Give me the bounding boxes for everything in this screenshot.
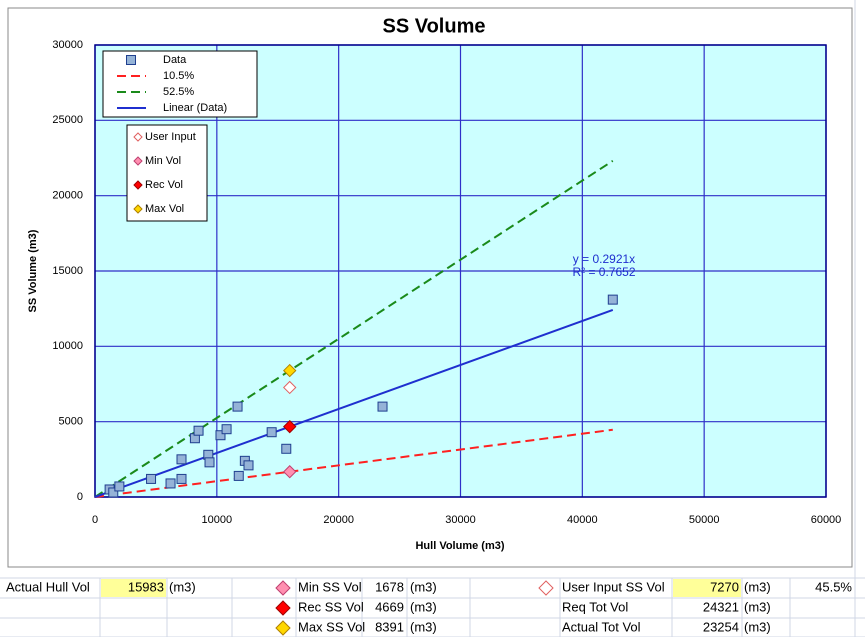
y-tick-label: 10000 (52, 340, 83, 352)
legend-label: Linear (Data) (163, 102, 227, 114)
y-tick-label: 20000 (52, 190, 83, 202)
y-tick-label: 5000 (59, 416, 83, 428)
legend-symbol (126, 55, 136, 65)
cell: Rec SS Vol (298, 599, 364, 614)
cell: 45.5% (815, 579, 852, 594)
cell: 15983 (128, 579, 164, 594)
legend-label: User Input (145, 131, 196, 143)
icon (275, 620, 291, 636)
data-point (204, 457, 215, 468)
data-point (281, 443, 292, 454)
icon (538, 580, 554, 596)
trend-line (94, 309, 614, 498)
y-tick-label: 25000 (52, 114, 83, 126)
plot-border (94, 44, 827, 498)
data-point (221, 424, 232, 435)
data-point (233, 470, 244, 481)
cell: 4669 (375, 599, 404, 614)
data-point (607, 294, 618, 305)
x-tick-label: 50000 (689, 514, 720, 526)
cell: 1678 (375, 579, 404, 594)
cell: Req Tot Vol (562, 599, 628, 614)
data-point (165, 478, 176, 489)
legend-symbol (133, 156, 143, 166)
cell: (m3) (744, 579, 771, 594)
volume-marker (283, 363, 297, 378)
cell: 23254 (703, 619, 739, 634)
x-tick-label: 0 (92, 514, 98, 526)
legend-label: Rec Vol (145, 179, 183, 191)
data-point (176, 454, 187, 465)
legend-label: Min Vol (145, 155, 181, 167)
cell: (m3) (169, 579, 196, 594)
cell: 8391 (375, 619, 404, 634)
volume-marker (283, 419, 297, 434)
x-tick-label: 10000 (202, 514, 233, 526)
data-point (108, 487, 119, 498)
data-point (114, 481, 125, 492)
data-point (377, 401, 388, 412)
cell: (m3) (410, 619, 437, 634)
y-tick-label: 0 (77, 491, 83, 503)
legend-symbol (133, 180, 143, 190)
data-point (232, 401, 243, 412)
legend-box[interactable] (126, 124, 208, 222)
cell: Max SS Vol (298, 619, 365, 634)
icon (275, 580, 291, 596)
cell: Actual Hull Vol (6, 579, 90, 594)
cell: 24321 (703, 599, 739, 614)
input-cell[interactable] (673, 579, 741, 597)
y-axis-label: SS Volume (m3) (27, 229, 39, 312)
cell: User Input SS Vol (562, 579, 665, 594)
cell: Actual Tot Vol (562, 619, 641, 634)
chart-title: SS Volume (383, 15, 486, 37)
data-point (146, 473, 157, 484)
y-tick-label: 30000 (52, 39, 83, 51)
legend-symbol (133, 132, 143, 142)
legend-label: 10.5% (163, 70, 194, 82)
icon (275, 600, 291, 616)
x-tick-label: 20000 (323, 514, 354, 526)
trend-equation: y = 0.2921x (573, 252, 635, 266)
cell: Min SS Vol (298, 579, 362, 594)
trend-line (94, 159, 614, 498)
cell: (m3) (744, 619, 771, 634)
cell: (m3) (410, 599, 437, 614)
legend: Data 10.5% 52.5% Linear (Data) User Input Min… (117, 54, 227, 215)
volume-marker (283, 380, 297, 395)
data-point (215, 430, 226, 441)
cell: (m3) (410, 579, 437, 594)
sheet: Actual Hull Vol 15983 (m3) Min SS Vol 1678 (m… (6, 579, 852, 636)
y-tick-label: 15000 (52, 265, 83, 277)
cell: 7270 (710, 579, 739, 594)
x-tick-label: 30000 (445, 514, 476, 526)
input-cell[interactable] (101, 579, 166, 597)
data-point (193, 425, 204, 436)
legend-label: 52.5% (163, 86, 194, 98)
x-tick-label: 40000 (567, 514, 598, 526)
legend-label: Max Vol (145, 203, 184, 215)
x-axis-label: Hull Volume (m3) (415, 540, 504, 552)
legend-symbol (133, 204, 143, 214)
x-tick-label: 60000 (811, 514, 842, 526)
data-point (266, 427, 277, 438)
data-point (243, 460, 254, 471)
legend-label: Data (163, 54, 187, 66)
volume-marker (283, 465, 297, 479)
trend-line (94, 428, 613, 498)
marks (94, 159, 618, 498)
cell: (m3) (744, 599, 771, 614)
data-point (176, 473, 187, 484)
trend-r2: R² = 0.7652 (572, 265, 635, 279)
